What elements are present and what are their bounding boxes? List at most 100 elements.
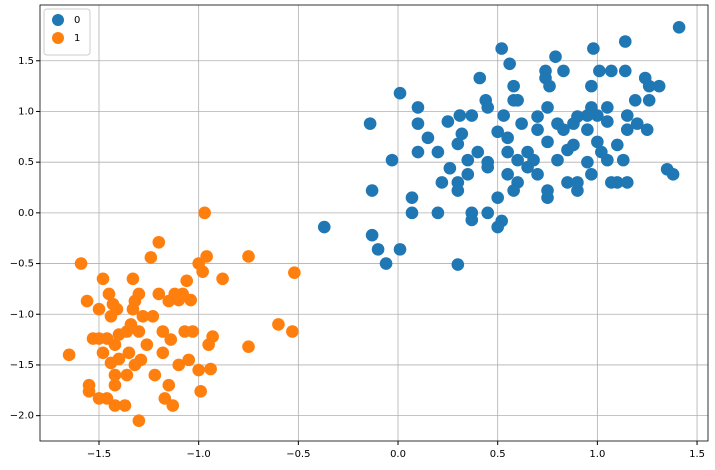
point: [465, 213, 479, 227]
point: [491, 191, 504, 204]
legend-label: 0: [74, 15, 80, 26]
point: [62, 348, 76, 362]
point: [152, 235, 166, 249]
point: [571, 176, 584, 189]
point: [616, 153, 630, 167]
point: [206, 330, 219, 343]
x-tick-label: 1.0: [589, 449, 605, 460]
point: [435, 176, 449, 189]
point: [411, 117, 425, 130]
point: [618, 35, 632, 48]
point: [288, 266, 301, 279]
point: [557, 64, 570, 78]
point: [104, 309, 118, 323]
point: [451, 137, 465, 151]
point: [365, 184, 379, 197]
point: [431, 206, 445, 220]
point: [593, 64, 606, 78]
point: [405, 206, 419, 220]
point: [272, 318, 285, 331]
point: [503, 57, 516, 71]
point: [567, 138, 580, 152]
y-tick-label: 0.5: [18, 157, 34, 168]
point: [132, 287, 146, 301]
point: [108, 338, 122, 351]
point: [605, 176, 618, 189]
point: [108, 368, 122, 382]
point: [567, 117, 580, 130]
point: [581, 155, 594, 169]
point: [411, 145, 425, 159]
point: [491, 125, 504, 139]
point: [451, 184, 465, 197]
point: [166, 399, 180, 412]
point: [541, 135, 554, 149]
point: [585, 168, 598, 181]
point: [204, 362, 217, 376]
point: [511, 153, 524, 167]
point: [628, 94, 642, 107]
legend-box: [43, 8, 91, 56]
point: [531, 168, 544, 181]
y-tick-label: −0.5: [10, 259, 34, 270]
axes-layer: −1.5 −1.0 −0.5 0.0 0.5 1.0 1.5 −2.0 −1.5 −1.0 −0.5…: [10, 4, 709, 460]
point: [630, 117, 644, 130]
point: [286, 325, 299, 338]
point: [501, 145, 514, 159]
point: [431, 145, 445, 159]
point: [605, 64, 618, 78]
point: [581, 123, 594, 137]
point: [194, 385, 207, 398]
point: [527, 153, 540, 167]
legend-label: 1: [74, 33, 80, 44]
point: [365, 228, 379, 242]
point: [184, 293, 198, 307]
point: [192, 363, 205, 377]
point: [363, 117, 377, 130]
legend-marker: [52, 14, 64, 26]
point: [126, 302, 140, 316]
point: [96, 346, 110, 360]
legend-marker: [52, 32, 64, 44]
point: [618, 64, 632, 78]
point: [620, 176, 634, 189]
point: [132, 414, 146, 428]
point: [666, 168, 680, 181]
point: [126, 272, 140, 286]
point: [585, 79, 598, 93]
point: [162, 378, 176, 392]
point: [102, 287, 116, 301]
point: [421, 131, 435, 145]
point: [156, 346, 170, 360]
point: [481, 160, 495, 174]
point: [371, 243, 385, 256]
point: [393, 86, 407, 100]
point: [216, 272, 229, 286]
point: [601, 101, 614, 114]
point: [511, 94, 524, 107]
point: [451, 258, 465, 271]
point: [652, 79, 666, 93]
point: [385, 153, 399, 167]
point: [473, 71, 487, 85]
point: [108, 378, 122, 392]
point: [152, 287, 166, 301]
point: [186, 325, 199, 338]
point: [146, 309, 160, 323]
point: [642, 79, 656, 93]
x-tick-label: 0.0: [390, 449, 406, 460]
point: [557, 123, 570, 137]
point: [672, 21, 686, 34]
x-tick-label: 0.5: [490, 449, 506, 460]
x-tick-label: −0.5: [286, 449, 310, 460]
point: [465, 109, 479, 122]
point: [595, 145, 608, 159]
points-layer: [62, 21, 686, 428]
point: [242, 250, 255, 263]
point: [591, 109, 604, 122]
point: [561, 176, 574, 189]
point: [587, 42, 600, 55]
point: [620, 123, 634, 137]
point: [86, 332, 100, 345]
